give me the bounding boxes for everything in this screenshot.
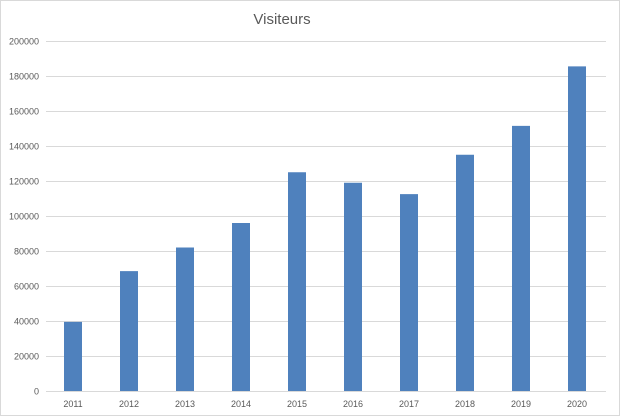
y-tick-label: 140000 bbox=[9, 142, 39, 152]
x-tick-label: 2018 bbox=[455, 399, 475, 409]
bar-2017 bbox=[400, 194, 418, 391]
bar-2011 bbox=[64, 321, 82, 391]
y-tick-label: 120000 bbox=[9, 177, 39, 187]
y-tick-label: 0 bbox=[34, 387, 39, 397]
x-tick-label: 2013 bbox=[175, 399, 195, 409]
bar-2014 bbox=[232, 223, 250, 391]
x-tick-label: 2017 bbox=[399, 399, 419, 409]
x-tick-label: 2019 bbox=[511, 399, 531, 409]
y-tick-label: 60000 bbox=[14, 282, 39, 292]
x-tick-label: 2016 bbox=[343, 399, 363, 409]
x-tick-label: 2015 bbox=[287, 399, 307, 409]
x-tick-label: 2014 bbox=[231, 399, 251, 409]
y-tick-label: 100000 bbox=[9, 212, 39, 222]
x-tick-label: 2012 bbox=[119, 399, 139, 409]
bar-2013 bbox=[176, 247, 194, 391]
bar-2015 bbox=[288, 172, 306, 391]
chart-title: Visiteurs bbox=[253, 11, 310, 28]
y-tick-label: 40000 bbox=[14, 317, 39, 327]
bar-2016 bbox=[344, 182, 362, 391]
bar-2020 bbox=[568, 66, 586, 391]
gridlines bbox=[46, 41, 606, 392]
x-tick-label: 2011 bbox=[63, 399, 82, 409]
x-axis-tick-labels: 2011 2012 2013 2014 2015 2016 2017 2018 2019 2020 bbox=[63, 399, 587, 409]
bar-2018 bbox=[456, 154, 474, 391]
y-tick-label: 200000 bbox=[9, 37, 39, 47]
x-tick-label: 2020 bbox=[567, 399, 587, 409]
y-axis-tick-labels: 0 20000 40000 60000 80000 100000 120000 140000 1… bbox=[9, 37, 39, 397]
bar-2019 bbox=[512, 125, 530, 391]
bars bbox=[64, 66, 586, 391]
y-tick-label: 160000 bbox=[9, 107, 39, 117]
y-tick-label: 80000 bbox=[14, 247, 39, 257]
bar-2012 bbox=[120, 271, 138, 391]
y-tick-label: 20000 bbox=[14, 352, 39, 362]
y-tick-label: 180000 bbox=[9, 72, 39, 82]
